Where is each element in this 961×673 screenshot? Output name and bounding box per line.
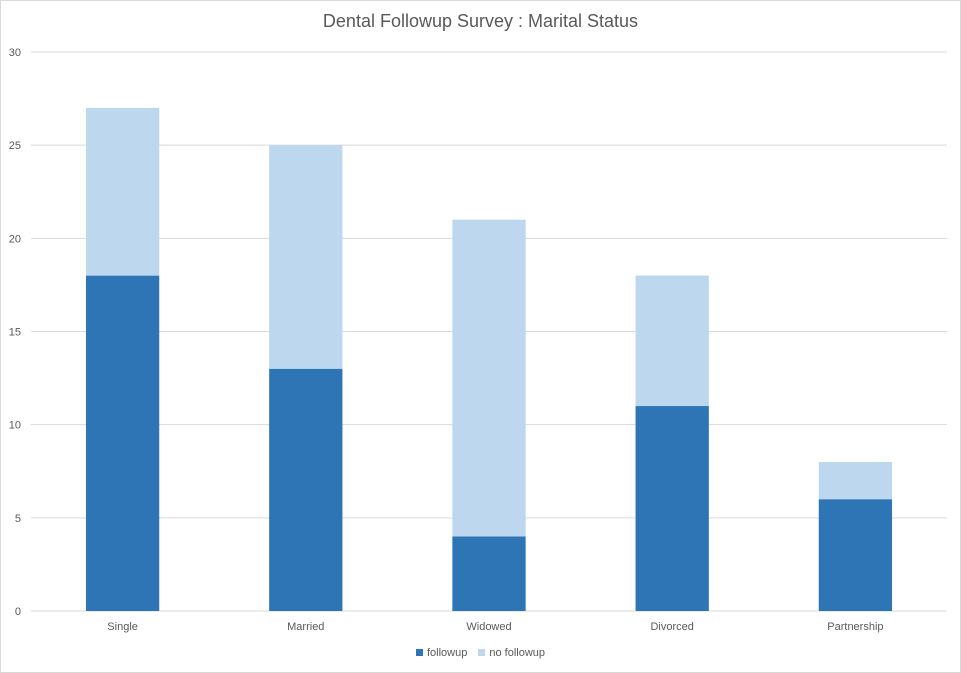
- y-tick-label: 5: [15, 513, 21, 525]
- x-tick-label: Single: [107, 621, 138, 633]
- x-tick-label: Married: [287, 621, 324, 633]
- bar-followup-single: [85, 275, 160, 611]
- y-tick-label: 15: [9, 327, 21, 339]
- bar-followup-married: [269, 368, 343, 611]
- x-tick-label: Widowed: [466, 621, 511, 633]
- legend-item-no-followup: no followup: [478, 647, 545, 659]
- legend-label-followup: followup: [426, 647, 468, 659]
- bar-no-followup-partnership: [818, 461, 893, 500]
- y-tick-label: 30: [9, 47, 21, 59]
- chart-title: Dental Followup Survey : Marital Status: [322, 11, 639, 31]
- y-tick-label: 0: [15, 606, 21, 618]
- y-tick-label: 25: [9, 140, 21, 152]
- legend-swatch-followup: [415, 649, 423, 656]
- bar-followup-partnership: [818, 499, 893, 611]
- x-tick-label: Partnership: [827, 621, 883, 633]
- legend-label-no-followup: no followup: [489, 647, 546, 659]
- y-tick-label: 10: [9, 420, 21, 432]
- bar-no-followup-widowed: [452, 219, 526, 537]
- bar-followup-divorced: [635, 406, 709, 611]
- legend-item-followup: followup: [415, 647, 468, 659]
- legend: followup no followup: [1, 647, 960, 659]
- legend-swatch-no-followup: [478, 649, 486, 656]
- y-tick-label: 20: [9, 233, 21, 245]
- x-tick-label: Divorced: [650, 621, 693, 633]
- bar-no-followup-single: [85, 107, 160, 276]
- bar-followup-widowed: [452, 536, 526, 611]
- bar-no-followup-divorced: [635, 275, 709, 407]
- bar-no-followup-married: [269, 145, 343, 369]
